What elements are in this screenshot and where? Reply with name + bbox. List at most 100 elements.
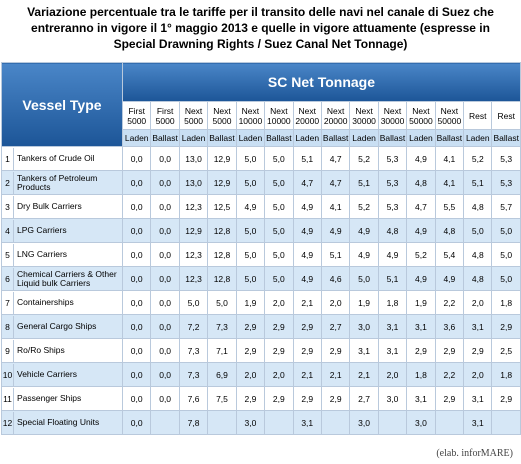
value-cell: 5,0 <box>235 146 266 171</box>
value-cell: 3,1 <box>406 386 436 411</box>
value-cell: 0,0 <box>121 266 152 291</box>
value-cell: 0,0 <box>121 410 152 435</box>
value-cell: 3,1 <box>406 314 436 339</box>
state-header: Laden <box>463 129 493 147</box>
data-row: 10 Vehicle Carriers 0,0 0,0 7,3 6,9 2,0 2,0 2,1 2… <box>1 362 521 387</box>
value-cell: 5,2 <box>463 146 493 171</box>
value-cell: 5,4 <box>434 242 465 267</box>
value-cell: 2,9 <box>235 386 266 411</box>
value-cell: 4,9 <box>434 266 465 291</box>
value-cell: 5,2 <box>349 194 379 219</box>
value-cell: 7,8 <box>178 410 209 435</box>
value-cell: 3,1 <box>377 314 408 339</box>
value-cell: 0,0 <box>121 362 152 387</box>
value-cell: 12,8 <box>207 266 237 291</box>
value-cell: 5,1 <box>320 242 351 267</box>
value-cell: 5,0 <box>264 194 294 219</box>
value-cell: 7,1 <box>207 338 237 363</box>
value-cell: 5,0 <box>463 218 493 243</box>
state-header: Ballast <box>377 129 408 147</box>
value-cell: 12,3 <box>178 266 209 291</box>
value-cell <box>150 410 180 435</box>
state-header: Laden <box>349 129 379 147</box>
value-cell: 4,8 <box>463 194 493 219</box>
band-header: Next 5000 <box>178 101 209 130</box>
row-number: 8 <box>3 315 14 338</box>
value-cell: 2,9 <box>491 314 521 339</box>
value-cell: 5,1 <box>377 266 408 291</box>
value-cell: 0,0 <box>150 170 180 195</box>
value-cell: 4,8 <box>463 242 493 267</box>
band-header: Rest <box>463 101 493 130</box>
value-cell: 12,5 <box>207 194 237 219</box>
vessel-name: Passenger Ships <box>17 393 82 403</box>
state-row: Laden Ballast Laden Ballast Laden Ballast Lade… <box>2 129 521 147</box>
value-cell: 5,0 <box>264 266 294 291</box>
value-cell: 2,9 <box>292 386 322 411</box>
value-cell: 0,0 <box>150 314 180 339</box>
data-row: 11 Passenger Ships 0,0 0,0 7,6 7,5 2,9 2,9 2,9 2,… <box>1 386 521 411</box>
value-cell: 3,0 <box>349 410 379 435</box>
value-cell: 0,0 <box>121 242 152 267</box>
value-cell: 4,9 <box>377 242 408 267</box>
value-cell: 0,0 <box>150 242 180 267</box>
value-cell: 0,0 <box>150 362 180 387</box>
value-cell: 4,8 <box>406 170 436 195</box>
band-header: Next 20000 <box>320 101 351 130</box>
row-number: 4 <box>3 219 14 242</box>
vessel-cell: 10 Vehicle Carriers <box>1 362 123 387</box>
vessel-name: Vehicle Carriers <box>17 369 77 379</box>
value-cell: 2,1 <box>292 362 322 387</box>
value-cell: 2,1 <box>320 362 351 387</box>
value-cell: 2,0 <box>320 290 351 315</box>
vessel-cell: 1 Tankers of Crude Oil <box>1 146 123 171</box>
value-cell: 12,8 <box>207 218 237 243</box>
value-cell: 5,3 <box>377 194 408 219</box>
footer: (elab. inforMARE) <box>436 448 513 459</box>
value-cell: 2,0 <box>463 290 493 315</box>
value-cell: 2,0 <box>463 362 493 387</box>
value-cell: 2,9 <box>264 314 294 339</box>
state-header: Laden <box>292 129 322 147</box>
vessel-cell: 9 Ro/Ro Ships <box>1 338 123 363</box>
value-cell: 2,9 <box>406 338 436 363</box>
vessel-cell: 8 General Cargo Ships <box>1 314 123 339</box>
value-cell: 3,1 <box>292 410 322 435</box>
value-cell: 3,0 <box>406 410 436 435</box>
band-header: First 5000 <box>150 101 180 130</box>
value-cell: 4,7 <box>406 194 436 219</box>
value-cell: 5,0 <box>207 290 237 315</box>
data-row: 8 General Cargo Ships 0,0 0,0 7,2 7,3 2,9 2,9 2,… <box>1 314 521 339</box>
value-cell: 2,9 <box>463 338 493 363</box>
row-number: 12 <box>3 411 14 434</box>
value-cell: 4,1 <box>320 194 351 219</box>
value-cell: 4,7 <box>320 146 351 171</box>
value-cell: 5,0 <box>264 218 294 243</box>
value-cell: 4,8 <box>377 218 408 243</box>
value-cell <box>434 410 465 435</box>
value-cell: 4,9 <box>292 266 322 291</box>
value-cell: 0,0 <box>150 266 180 291</box>
header-row: Vessel Type SC Net Tonnage <box>1 62 521 147</box>
value-cell: 2,0 <box>235 362 266 387</box>
group-header: SC Net Tonnage <box>122 62 521 102</box>
value-cell: 1,9 <box>406 290 436 315</box>
value-cell: 2,9 <box>434 386 465 411</box>
vessel-cell: 7 Containerships <box>1 290 123 315</box>
value-cell: 4,9 <box>349 218 379 243</box>
value-cell: 12,8 <box>207 242 237 267</box>
value-cell: 5,2 <box>406 242 436 267</box>
value-cell: 1,8 <box>406 362 436 387</box>
value-cell: 0,0 <box>150 386 180 411</box>
vessel-cell: 4 LPG Carriers <box>1 218 123 243</box>
value-cell: 0,0 <box>150 194 180 219</box>
value-cell: 6,9 <box>207 362 237 387</box>
value-cell: 2,0 <box>264 290 294 315</box>
value-cell: 2,5 <box>491 338 521 363</box>
value-cell: 2,9 <box>292 338 322 363</box>
value-cell: 4,9 <box>349 242 379 267</box>
data-row: 5 LNG Carriers 0,0 0,0 12,3 12,8 5,0 5,0 4,9 5,1 4… <box>1 242 521 267</box>
value-cell: 7,3 <box>178 338 209 363</box>
value-cell: 12,3 <box>178 194 209 219</box>
